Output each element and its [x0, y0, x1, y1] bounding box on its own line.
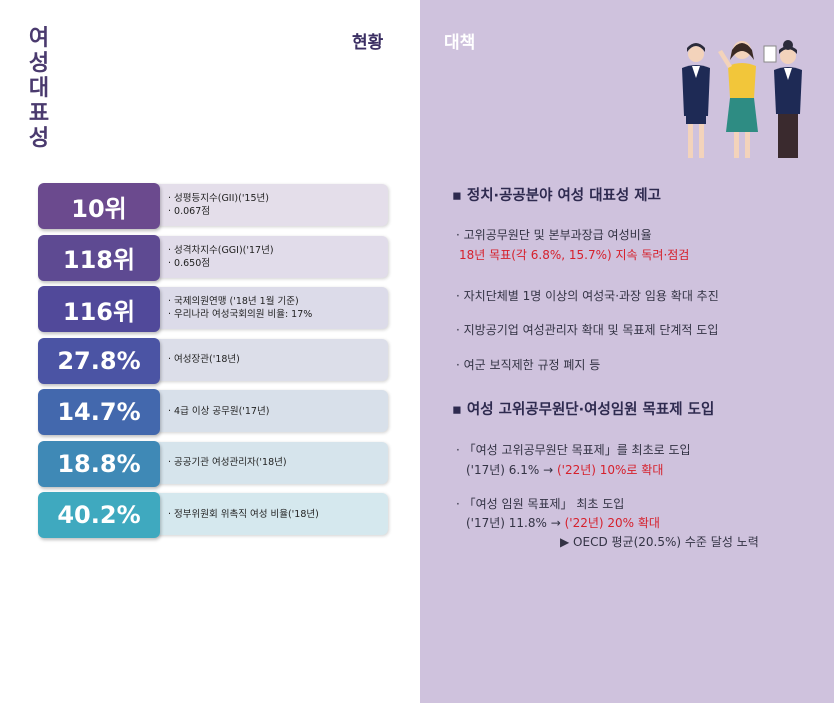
measure-item-senior-ratio: · 고위공무원단 및 본부과장급 여성비율	[456, 228, 652, 242]
stat-description: · 공공기관 여성관리자('18년)	[148, 441, 388, 484]
stat-value: 116위	[38, 286, 160, 332]
stat-description: · 여성장관('18년)	[148, 338, 388, 381]
stat-row: · 정부위원회 위촉직 여성 비율('18년) 40.2%	[38, 492, 390, 538]
stat-value: 118위	[38, 234, 160, 281]
stat-value: 27.8%	[38, 337, 160, 384]
measure-item-local-gov: · 자치단체별 1명 이상의 여성국·과장 임용 확대 추진	[456, 289, 719, 303]
stat-value: 10위	[38, 183, 160, 229]
stat-description-line: · 여성장관('18년)	[168, 354, 240, 365]
stat-row: · 성평등지수(GII)('15년) · 0.067점 10위	[38, 183, 390, 229]
stat-description-line: · 국제의원연맹 ('18년 1월 기준)	[168, 296, 299, 307]
measure-item-oecd-note: ▶ OECD 평균(20.5%) 수준 달성 노력	[560, 535, 759, 549]
measure-item-executive-figures: ('17년) 11.8% → ('22년) 20% 확대	[466, 516, 660, 530]
stat-description: · 4급 이상 공무원('17년)	[148, 390, 388, 432]
right-panel	[420, 0, 834, 703]
section-title-target-system: ▪ 여성 고위공무원단·여성임원 목표제 도입	[452, 402, 715, 418]
section-title-political: ▪ 정치·공공분야 여성 대표성 제고	[452, 188, 661, 204]
stat-description-line: · 성격차지수(GGI)('17년)	[168, 244, 274, 256]
left-panel: 여 성 대 표 성 현황 · 성평등지수(GII)('15년) · 0.067점 1…	[28, 26, 390, 538]
stat-description: · 국제의원연맹 ('18년 1월 기준) · 우리나라 여성국회의원 비율: 1…	[148, 287, 388, 329]
stat-row: · 공공기관 여성관리자('18년) 18.8%	[38, 440, 390, 487]
stat-row: · 성격차지수(GGI)('17년) · 0.650점 118위	[38, 234, 390, 281]
measure-item-senior-target: 18년 목표(각 6.8%, 15.7%) 지속 독려·점검	[459, 248, 690, 262]
three-women-illustration-icon	[682, 40, 802, 158]
stat-description-line: · 공공기관 여성관리자('18년)	[168, 457, 287, 468]
stat-description-line: · 성평등지수(GII)('15년)	[168, 193, 269, 204]
stat-description-line: · 정부위원회 위촉직 여성 비율('18년)	[168, 508, 319, 520]
stat-description-line: · 우리나라 여성국회의원 비율: 17%	[168, 309, 313, 320]
measure-item-executive-target: · 「여성 임원 목표제」 최초 도입	[456, 497, 625, 511]
measure-item-military: · 여군 보직제한 규정 폐지 등	[456, 358, 601, 372]
stat-description-line: · 4급 이상 공무원('17년)	[168, 405, 270, 417]
measure-item-senior-civil-target: · 「여성 고위공무원단 목표제」를 최초로 도입	[456, 443, 691, 457]
stat-row: · 국제의원연맹 ('18년 1월 기준) · 우리나라 여성국회의원 비율: 1…	[38, 286, 390, 332]
measure-item-local-enterprise: · 지방공기업 여성관리자 확대 및 목표제 단계적 도입	[456, 323, 719, 337]
stat-description: · 성평등지수(GII)('15년) · 0.067점	[148, 184, 388, 226]
stat-value: 18.8%	[38, 440, 160, 487]
stat-value: 40.2%	[38, 492, 160, 538]
stat-description: · 정부위원회 위촉직 여성 비율('18년)	[148, 493, 388, 535]
stat-description-line: · 0.067점	[168, 206, 210, 217]
stat-value: 14.7%	[38, 389, 160, 435]
stat-description-line: · 0.650점	[168, 257, 210, 269]
stat-description: · 성격차지수(GGI)('17년) · 0.650점	[148, 235, 388, 278]
vertical-title: 여 성 대 표 성	[28, 26, 50, 151]
stat-row: · 4급 이상 공무원('17년) 14.7%	[38, 389, 390, 435]
measure-item-senior-civil-figures: ('17년) 6.1% → ('22년) 10%로 확대	[466, 463, 664, 477]
measures-header: 대책	[444, 33, 476, 53]
stat-row: · 여성장관('18년) 27.8%	[38, 337, 390, 384]
status-header: 현황	[352, 33, 384, 53]
